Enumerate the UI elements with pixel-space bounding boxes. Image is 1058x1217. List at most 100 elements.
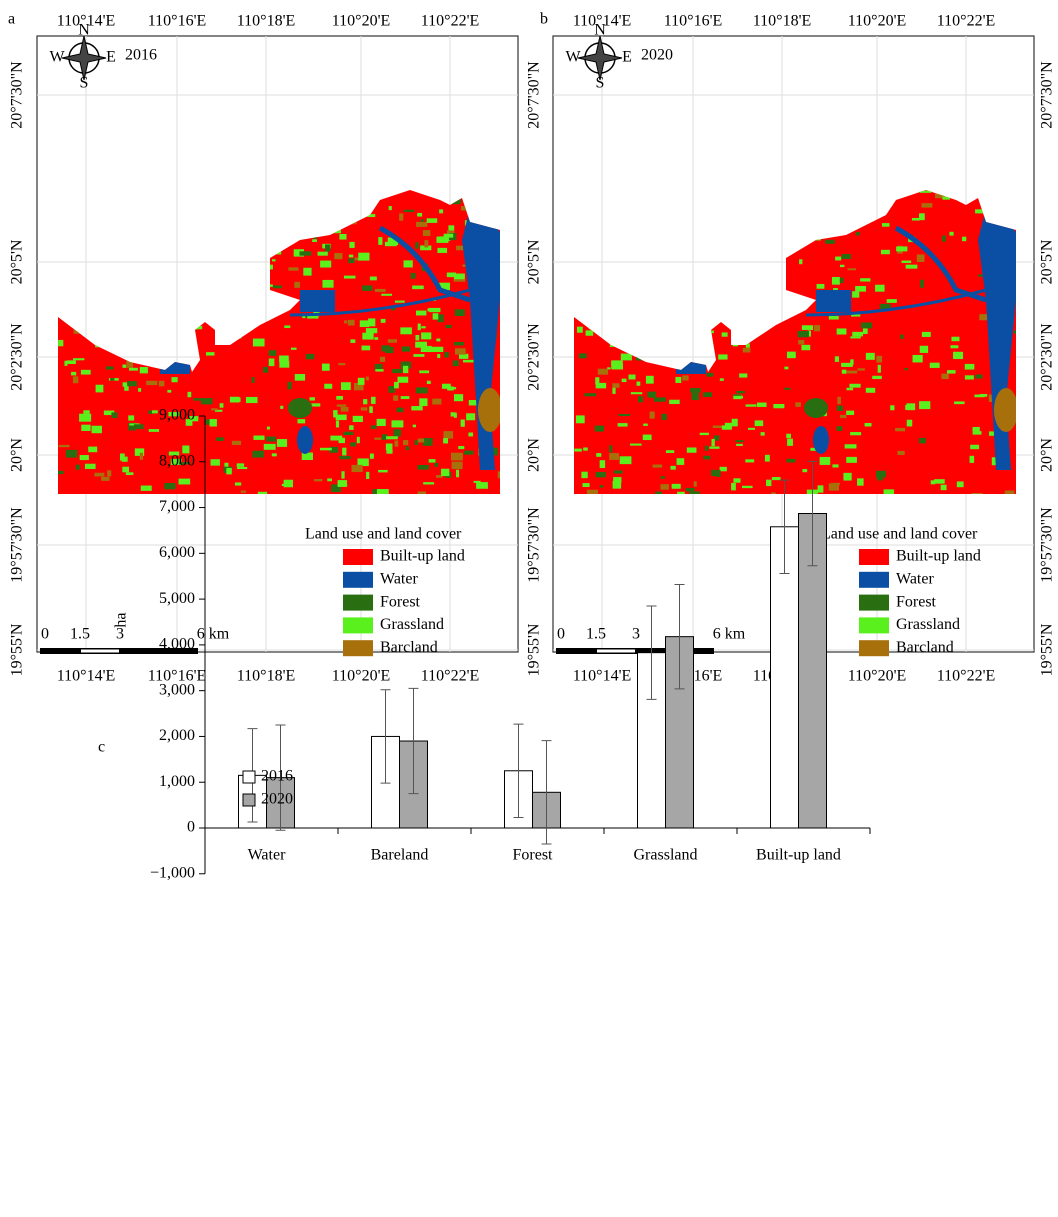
land-patch bbox=[58, 470, 64, 475]
land-patch bbox=[204, 419, 215, 425]
land-patch bbox=[895, 427, 906, 432]
land-patch bbox=[832, 464, 839, 468]
land-patch bbox=[151, 410, 158, 414]
land-patch bbox=[71, 371, 77, 376]
compass-letter: S bbox=[80, 75, 89, 92]
land-patch bbox=[317, 251, 328, 256]
land-patch bbox=[876, 470, 887, 478]
land-patch bbox=[929, 362, 940, 368]
river bbox=[894, 225, 987, 303]
forest-patch bbox=[994, 388, 1016, 432]
land-patch bbox=[689, 491, 700, 494]
lat-label: 19°57'30"N bbox=[526, 507, 543, 583]
compass bbox=[577, 35, 623, 81]
land-patch bbox=[437, 354, 441, 359]
land-patch bbox=[321, 363, 330, 371]
land-patch bbox=[801, 325, 814, 330]
lat-label: 20°N bbox=[1039, 438, 1056, 472]
land-patch bbox=[721, 332, 728, 337]
land-patch bbox=[253, 435, 265, 440]
land-patch bbox=[362, 332, 374, 340]
land-patch bbox=[79, 413, 92, 422]
land-patch bbox=[742, 347, 751, 353]
land-patch bbox=[693, 481, 697, 487]
land-patch bbox=[436, 236, 449, 243]
land-patch bbox=[415, 387, 428, 394]
land-patch bbox=[420, 345, 432, 353]
land-patch bbox=[802, 468, 808, 473]
land-patch bbox=[860, 278, 871, 282]
land-patch bbox=[618, 413, 631, 417]
land-patch bbox=[851, 314, 861, 317]
land-patch bbox=[229, 396, 240, 403]
land-patch bbox=[954, 401, 965, 405]
land-patch bbox=[353, 383, 364, 391]
land-patch bbox=[857, 368, 865, 371]
land-patch bbox=[73, 358, 85, 361]
land-patch bbox=[642, 434, 652, 441]
land-patch bbox=[942, 235, 946, 242]
land-patch bbox=[201, 398, 213, 405]
legend-label: 2016 bbox=[261, 768, 293, 785]
land-patch bbox=[459, 353, 469, 359]
land-patch bbox=[721, 425, 732, 430]
land-patch bbox=[876, 355, 883, 363]
land-patch bbox=[397, 376, 409, 383]
land-patch bbox=[647, 391, 657, 398]
bay bbox=[300, 290, 335, 312]
land-patch bbox=[357, 458, 369, 467]
land-patch bbox=[369, 406, 373, 413]
land-patch bbox=[342, 447, 347, 456]
land-patch bbox=[686, 447, 697, 453]
land-patch bbox=[682, 375, 689, 381]
land-patch bbox=[456, 245, 464, 251]
land-patch bbox=[420, 219, 424, 222]
legend-swatch bbox=[242, 770, 256, 784]
land-patch bbox=[81, 424, 91, 431]
land-patch bbox=[340, 406, 349, 412]
land-patch bbox=[430, 347, 435, 352]
land-patch bbox=[105, 366, 114, 370]
land-patch bbox=[88, 446, 98, 453]
legend-swatch bbox=[343, 640, 373, 657]
land-patch bbox=[168, 451, 180, 456]
land-patch bbox=[128, 422, 137, 431]
land-patch bbox=[134, 448, 145, 456]
bar bbox=[770, 526, 799, 829]
land-patch bbox=[652, 464, 663, 468]
lon-label: 110°20'E bbox=[332, 13, 390, 30]
legend-label: Forest bbox=[380, 593, 421, 610]
land-patch bbox=[358, 252, 370, 261]
land-patch bbox=[636, 381, 641, 386]
land-patch bbox=[962, 236, 967, 242]
land-patch bbox=[497, 471, 500, 479]
land-patch bbox=[252, 450, 265, 458]
y-tick-label: 6,000 bbox=[159, 544, 195, 561]
land-patch bbox=[422, 437, 433, 446]
land-patch bbox=[329, 446, 339, 453]
x-tick-label: Bareland bbox=[371, 847, 429, 864]
land-patch bbox=[349, 241, 355, 248]
land-patch bbox=[245, 396, 258, 404]
land-patch bbox=[392, 368, 403, 374]
land-patch bbox=[58, 339, 64, 347]
land-patch bbox=[716, 470, 721, 477]
land-patch bbox=[699, 432, 709, 436]
land-patch bbox=[360, 407, 368, 411]
legend-label: Grassland bbox=[380, 616, 444, 633]
land-patch bbox=[900, 334, 904, 339]
land-patch bbox=[969, 455, 975, 463]
map-year: 2016 bbox=[125, 47, 157, 64]
land-patch bbox=[294, 374, 306, 381]
land-patch bbox=[739, 373, 748, 378]
land-patch bbox=[706, 372, 714, 377]
land-patch bbox=[816, 283, 825, 289]
land-patch bbox=[463, 450, 474, 455]
panel-label: c bbox=[98, 739, 105, 756]
land-patch bbox=[841, 362, 853, 367]
land-patch bbox=[897, 450, 905, 455]
land-patch bbox=[582, 483, 590, 488]
land-patch bbox=[810, 447, 818, 451]
land-patch bbox=[611, 360, 623, 366]
land-patch bbox=[834, 356, 839, 362]
